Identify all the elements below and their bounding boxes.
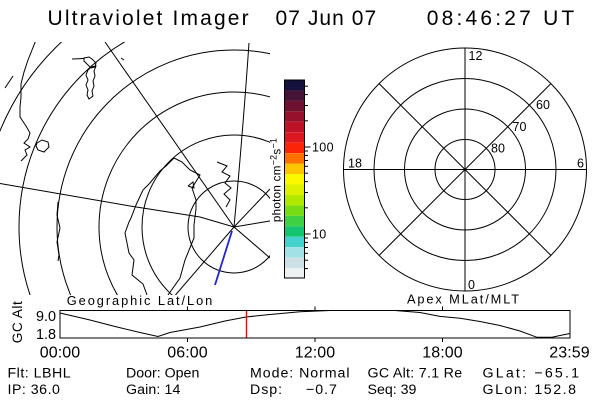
svg-text:1.8: 1.8 bbox=[36, 327, 56, 343]
svg-text:Seq: 39: Seq: 39 bbox=[368, 382, 417, 398]
svg-text:18:00: 18:00 bbox=[422, 345, 463, 362]
svg-text:Geographic Lat/Lon: Geographic Lat/Lon bbox=[67, 293, 215, 308]
svg-text:GLat: −65.1: GLat: −65.1 bbox=[483, 366, 582, 382]
svg-text:23:59: 23:59 bbox=[549, 345, 590, 362]
svg-text:Mode: Normal: Mode: Normal bbox=[250, 366, 351, 382]
svg-text:18: 18 bbox=[348, 157, 362, 171]
svg-text:07 Jun 07: 07 Jun 07 bbox=[276, 7, 378, 30]
svg-text:GC Alt: 7.1 Re: GC Alt: 7.1 Re bbox=[368, 366, 463, 382]
svg-text:6: 6 bbox=[577, 157, 584, 171]
svg-text:GLon: 152.8: GLon: 152.8 bbox=[483, 382, 578, 398]
svg-text:Apex MLat/MLT: Apex MLat/MLT bbox=[407, 291, 521, 306]
svg-text:80: 80 bbox=[491, 142, 505, 156]
svg-text:Dsp:: Dsp: bbox=[250, 382, 283, 398]
svg-text:100: 100 bbox=[312, 141, 334, 155]
svg-text:10: 10 bbox=[312, 228, 327, 242]
svg-text:08:46:27 UT: 08:46:27 UT bbox=[427, 7, 578, 30]
svg-text:IP: 36.0: IP: 36.0 bbox=[8, 382, 61, 398]
svg-text:9.0: 9.0 bbox=[36, 309, 56, 325]
svg-text:12: 12 bbox=[469, 49, 483, 63]
svg-text:60: 60 bbox=[536, 98, 550, 112]
svg-text:0: 0 bbox=[468, 278, 475, 292]
svg-text:photon cm−2s−1: photon cm−2s−1 bbox=[269, 138, 284, 222]
svg-text:00:00: 00:00 bbox=[40, 345, 81, 362]
svg-text:Ultraviolet Imager: Ultraviolet Imager bbox=[48, 7, 251, 30]
svg-text:12:00: 12:00 bbox=[295, 345, 336, 362]
svg-text:−0.7: −0.7 bbox=[306, 382, 338, 398]
svg-text:70: 70 bbox=[513, 120, 527, 134]
svg-text:Door: Open: Door: Open bbox=[126, 366, 199, 382]
svg-text:Flt: LBHL: Flt: LBHL bbox=[8, 366, 72, 382]
svg-text:GC Alt: GC Alt bbox=[10, 301, 25, 344]
svg-text:Gain: 14: Gain: 14 bbox=[126, 382, 180, 398]
svg-text:06:00: 06:00 bbox=[167, 345, 208, 362]
